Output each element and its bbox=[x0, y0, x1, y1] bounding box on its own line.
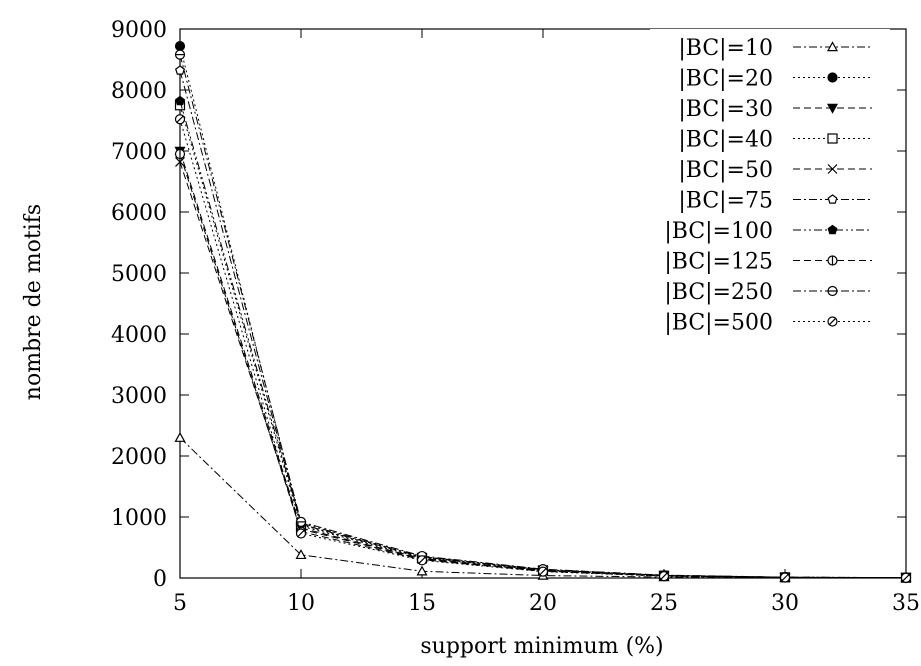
data-point bbox=[174, 431, 186, 442]
x-tick-label: 30 bbox=[771, 591, 799, 616]
legend-marker bbox=[827, 255, 838, 266]
y-tick-label: 5000 bbox=[111, 262, 167, 287]
data-point bbox=[295, 528, 307, 539]
legend-marker-bar bbox=[828, 317, 837, 326]
legend-item: |BC|=250 bbox=[664, 280, 872, 305]
data-point bbox=[174, 40, 186, 52]
y-tick-label: 9000 bbox=[111, 18, 167, 43]
y-tick-label: 7000 bbox=[111, 140, 167, 165]
legend-item: |BC|=30 bbox=[678, 97, 872, 122]
data-point-bar bbox=[902, 574, 910, 582]
data-point bbox=[537, 566, 549, 577]
data-point-bar bbox=[418, 556, 426, 564]
legend-item: |BC|=100 bbox=[664, 219, 872, 244]
legend-item: |BC|=20 bbox=[678, 67, 872, 92]
data-point bbox=[295, 516, 307, 527]
legend-marker bbox=[827, 224, 838, 235]
legend-marker bbox=[827, 316, 838, 327]
data-point-bar bbox=[539, 568, 547, 576]
y-tick-label: 6000 bbox=[111, 201, 167, 226]
legend-marker bbox=[827, 194, 838, 204]
y-tick-label: 0 bbox=[153, 567, 167, 592]
legend-item: |BC|=10 bbox=[678, 36, 872, 61]
legend-label: |BC|=40 bbox=[678, 128, 773, 153]
legend-label: |BC|=250 bbox=[664, 280, 773, 305]
legend-marker bbox=[827, 133, 838, 144]
data-point bbox=[900, 572, 912, 583]
legend-marker bbox=[827, 164, 838, 174]
legend-label: |BC|=30 bbox=[678, 97, 773, 122]
legend-label: |BC|=20 bbox=[678, 67, 773, 92]
legend-item: |BC|=40 bbox=[678, 128, 872, 153]
y-tick-label: 2000 bbox=[111, 445, 167, 470]
data-point bbox=[175, 65, 185, 75]
legend-item: |BC|=75 bbox=[678, 189, 872, 214]
legend-marker bbox=[827, 72, 838, 83]
data-point bbox=[779, 572, 791, 583]
series-10 bbox=[174, 114, 912, 583]
x-axis-label: support minimum (%) bbox=[420, 634, 663, 659]
x-tick-label: 5 bbox=[173, 591, 187, 616]
legend-label: |BC|=75 bbox=[678, 189, 773, 214]
data-point bbox=[416, 565, 428, 576]
legend-background bbox=[650, 29, 890, 338]
x-tick-label: 20 bbox=[529, 591, 557, 616]
data-point bbox=[416, 555, 428, 566]
x-tick-label: 25 bbox=[650, 591, 678, 616]
legend-label: |BC|=100 bbox=[664, 219, 773, 244]
y-tick-label: 1000 bbox=[111, 506, 167, 531]
data-point bbox=[295, 549, 307, 560]
legend-marker bbox=[827, 285, 838, 297]
legend-item: |BC|=50 bbox=[678, 158, 872, 183]
legend-marker bbox=[826, 41, 839, 52]
legend-label: |BC|=10 bbox=[678, 36, 773, 61]
legend-label: |BC|=125 bbox=[664, 250, 773, 275]
legend-label: |BC|=500 bbox=[664, 311, 773, 336]
x-tick-label: 35 bbox=[892, 591, 920, 616]
legend-marker bbox=[826, 103, 839, 114]
x-tick-label: 10 bbox=[287, 591, 315, 616]
data-point bbox=[175, 95, 185, 106]
data-point-bar bbox=[176, 115, 184, 123]
data-point-bar bbox=[297, 529, 305, 538]
y-tick-label: 3000 bbox=[111, 384, 167, 409]
legend: |BC|=10 |BC|=20 |BC|=30 |BC|=40 |BC|=50 |BC|=… bbox=[650, 29, 890, 338]
legend-label: |BC|=50 bbox=[678, 158, 773, 183]
data-point-bar bbox=[660, 572, 668, 580]
y-axis-label: nombre de motifs bbox=[21, 204, 46, 400]
data-point bbox=[658, 571, 670, 582]
data-point bbox=[174, 114, 186, 125]
series-1 bbox=[174, 431, 912, 583]
x-tick-label: 15 bbox=[408, 591, 436, 616]
data-point-bar bbox=[781, 573, 789, 582]
data-point bbox=[174, 49, 186, 60]
y-tick-label: 8000 bbox=[111, 79, 167, 104]
data-point bbox=[174, 148, 186, 160]
legend-item: |BC|=500 bbox=[664, 311, 872, 336]
series-line bbox=[179, 437, 907, 579]
y-tick-label: 4000 bbox=[111, 323, 167, 348]
legend-item: |BC|=125 bbox=[664, 250, 872, 275]
